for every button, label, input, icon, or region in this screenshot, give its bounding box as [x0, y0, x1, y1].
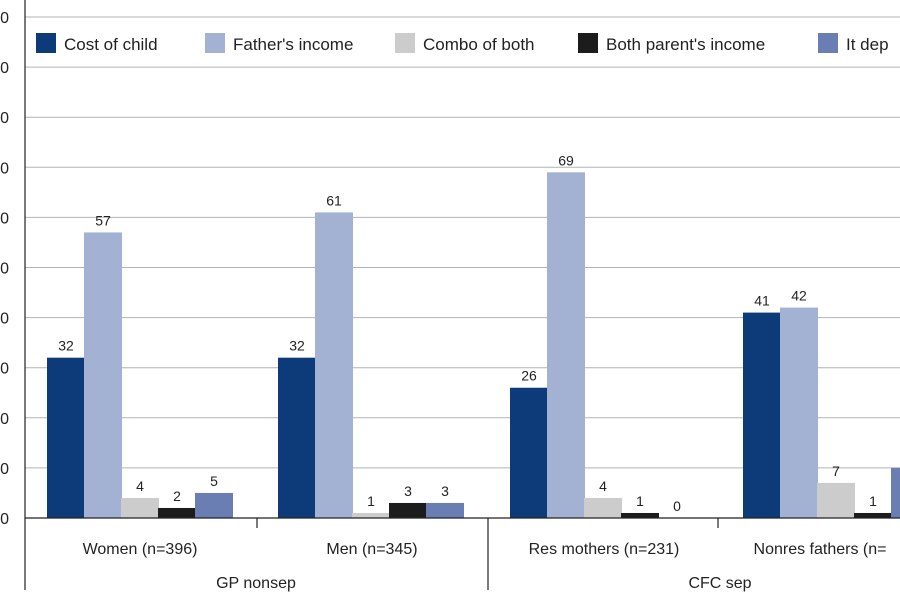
bar — [547, 172, 585, 518]
bar — [426, 502, 464, 518]
bar — [47, 357, 85, 518]
bar — [84, 232, 122, 518]
legend-label: Father's income — [233, 35, 353, 54]
bars — [47, 172, 900, 518]
bar — [817, 482, 855, 518]
legend-swatch — [578, 33, 598, 53]
legend-swatch — [395, 33, 415, 53]
legend-label: Both parent's income — [606, 35, 765, 54]
legend-label: Combo of both — [423, 35, 535, 54]
x-category-label: Women (n=396) — [83, 541, 198, 558]
x-group-label: CFC sep — [688, 575, 751, 592]
bar-value-label: 41 — [754, 293, 770, 309]
y-tick-label: 10 — [0, 461, 9, 478]
y-tick-label: 50 — [0, 261, 9, 278]
bar-value-label: 69 — [558, 152, 574, 168]
y-tick-label: 80 — [0, 110, 9, 127]
bar-value-label: 42 — [791, 288, 807, 304]
y-tick-label: 70 — [0, 160, 9, 177]
legend-label: It dep — [846, 35, 889, 54]
bar-value-label: 3 — [441, 483, 449, 499]
bar-value-label: 32 — [58, 338, 74, 354]
y-tick-label: 0 — [0, 511, 9, 528]
bar-value-label: 5 — [210, 473, 218, 489]
y-tick-label: 90 — [0, 60, 9, 77]
bar-value-label: 32 — [289, 338, 305, 354]
bar-value-label: 0 — [673, 498, 681, 514]
bar — [743, 312, 781, 518]
y-tick-label: 30 — [0, 361, 9, 378]
bar — [121, 497, 159, 518]
bar-value-label: 4 — [136, 478, 144, 494]
bar — [389, 502, 427, 518]
bar — [510, 387, 548, 518]
bar — [315, 212, 353, 518]
bar-value-label: 1 — [869, 493, 877, 509]
bar-value-label: 2 — [173, 488, 181, 504]
y-tick-label: 100 — [0, 10, 9, 27]
legend-swatch — [818, 33, 838, 53]
bar — [158, 507, 196, 518]
bar-value-label: 57 — [95, 212, 111, 228]
y-tick-label: 60 — [0, 210, 9, 227]
value-labels: 32322641576169424147231153010 — [58, 152, 877, 514]
bar — [891, 467, 900, 518]
legend: Cost of child Father's income Combo of bot… — [36, 33, 889, 54]
x-category-label: Res mothers (n=231) — [529, 541, 680, 558]
bar — [780, 307, 818, 518]
bar-value-label: 3 — [404, 483, 412, 499]
bar-value-label: 4 — [599, 478, 607, 494]
legend-swatch — [36, 33, 56, 53]
bar-value-label: 1 — [367, 493, 375, 509]
bar — [621, 512, 659, 518]
y-tick-label: 40 — [0, 311, 9, 328]
x-category-label: Men (n=345) — [326, 541, 417, 558]
x-axis: Women (n=396) Men (n=345) Res mothers (n=2… — [24, 0, 900, 592]
y-tick-labels: 0 10 20 30 40 50 60 70 80 90 100 — [0, 10, 9, 528]
x-category-label: Nonres fathers (n= — [754, 541, 887, 558]
bar — [278, 357, 316, 518]
bar-value-label: 26 — [521, 368, 537, 384]
bar — [352, 512, 390, 518]
bar-value-label: 7 — [832, 463, 840, 479]
bar — [195, 492, 233, 518]
bar — [854, 512, 892, 518]
x-group-label: GP nonsep — [216, 575, 296, 592]
bar — [584, 497, 622, 518]
y-tick-label: 20 — [0, 411, 9, 428]
gridlines — [25, 16, 900, 519]
legend-swatch — [205, 33, 225, 53]
bar-value-label: 1 — [636, 493, 644, 509]
bar-value-label: 61 — [326, 192, 342, 208]
legend-label: Cost of child — [64, 35, 158, 54]
